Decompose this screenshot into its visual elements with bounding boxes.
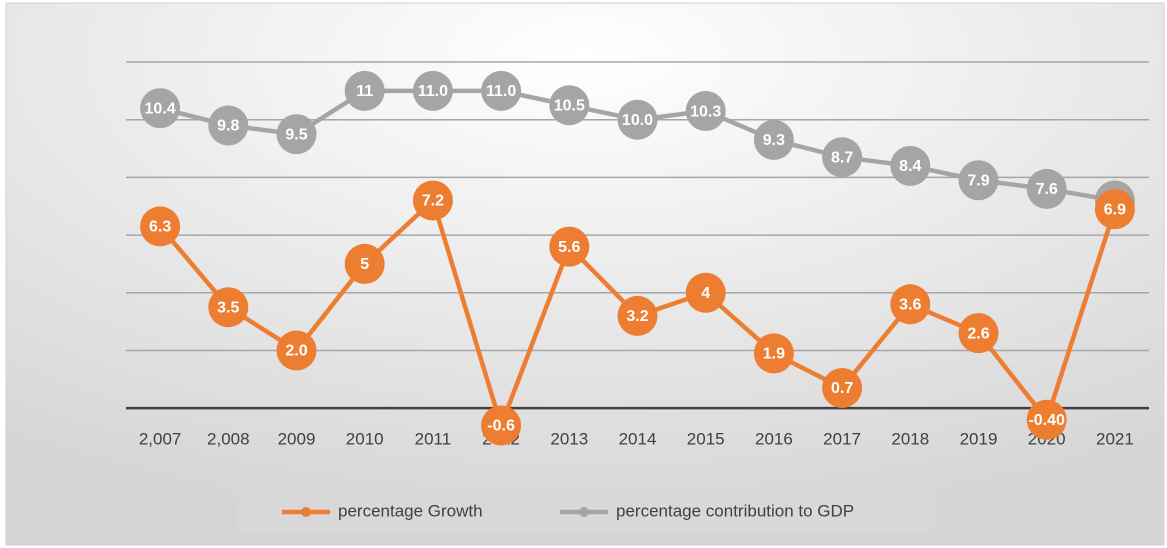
x-tick-label: 2017 [823,429,861,448]
legend-marker [301,507,311,517]
x-tick-label: 2010 [346,429,384,448]
data-label: 6.9 [1104,201,1126,218]
x-tick-label: 2021 [1096,429,1134,448]
data-label: 9.5 [285,126,307,143]
data-label: 7.6 [1036,181,1058,198]
data-label: 1.9 [763,346,785,363]
data-point [276,114,317,155]
data-point [685,272,726,313]
data-label: 10.4 [145,100,176,117]
legend-label: percentage contribution to GDP [616,501,854,520]
data-label: 11.0 [418,83,448,100]
data-label: 3.2 [626,308,648,325]
data-point [549,85,590,126]
data-point [276,330,317,371]
data-label: -0.6 [487,418,515,435]
data-point [140,88,181,129]
x-tick-label: 2,007 [139,429,182,448]
x-tick-label: 2018 [891,429,929,448]
data-label: 5.6 [558,239,580,256]
data-point [412,180,453,221]
data-point [753,119,794,160]
data-point [958,313,999,354]
data-point [890,284,931,325]
data-point [958,160,999,201]
x-tick-label: 2009 [278,429,316,448]
data-label: 2.6 [967,325,989,342]
x-tick-label: 2011 [415,429,452,448]
data-label: 9.3 [763,132,785,149]
data-point [344,70,385,111]
x-tick-label: 2,008 [207,429,250,448]
data-point [822,137,863,178]
data-label: 10.0 [622,112,653,129]
data-point [685,91,726,132]
data-label: 6.3 [149,219,171,236]
data-label: 8.4 [899,158,921,175]
data-point [208,105,249,146]
data-point [412,70,453,111]
data-label: 3.6 [899,297,921,314]
x-tick-label: 2013 [550,429,588,448]
data-point [344,243,385,284]
chart-background [5,2,1165,546]
data-label: -0.40 [1028,412,1065,429]
data-point [617,99,658,140]
data-label: 5 [360,256,369,273]
data-label: 10.5 [554,97,585,114]
x-tick-label: 2014 [619,429,657,448]
x-tick-label: 2015 [687,429,725,448]
data-point [753,333,794,374]
data-label: 9.8 [217,118,239,135]
data-label: 8.7 [831,149,853,166]
legend-marker [579,507,589,517]
data-point [1026,168,1067,209]
data-point [617,295,658,336]
data-label: 4 [701,285,710,302]
data-point [890,145,931,186]
data-label: 11.0 [486,83,516,100]
data-label: 3.5 [217,299,239,316]
data-label: 0.7 [831,380,853,397]
data-point [208,287,249,328]
legend-label: percentage Growth [338,501,483,520]
data-point [1026,399,1067,440]
data-point [481,70,522,111]
data-point [1094,189,1135,230]
data-label: 11 [356,83,373,100]
data-point [549,226,590,267]
data-label: 7.9 [967,172,989,189]
x-tick-label: 2019 [960,429,998,448]
data-label: 7.2 [422,193,444,210]
data-label: 2.0 [285,343,307,360]
data-label: 10.3 [690,103,721,120]
x-tick-label: 2016 [755,429,793,448]
data-point [822,367,863,408]
data-point [140,206,181,247]
data-point [481,405,522,446]
